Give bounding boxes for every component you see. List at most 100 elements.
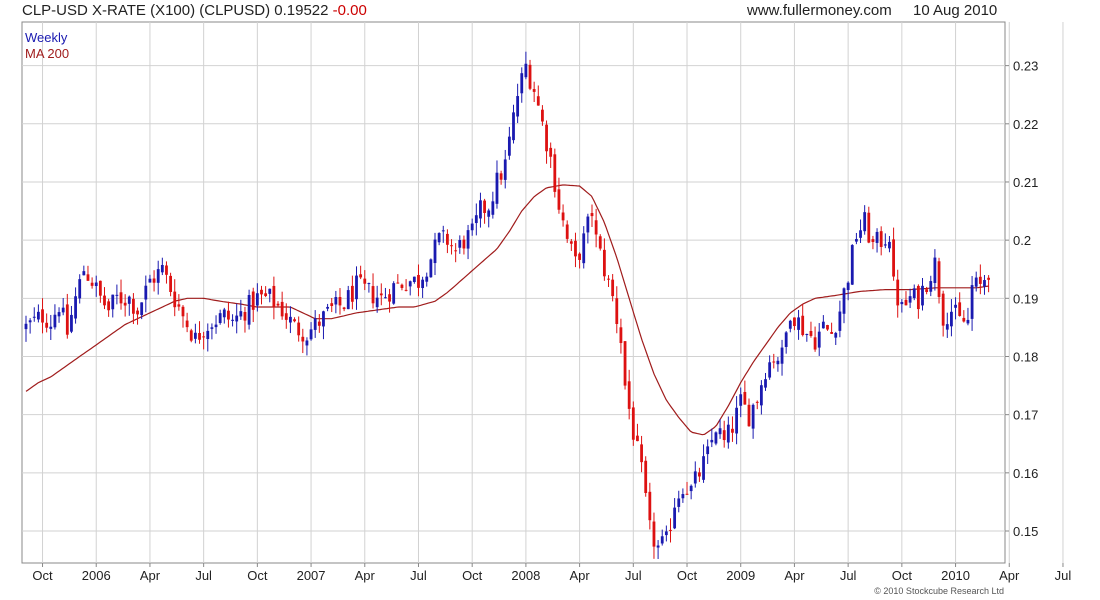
candle-body — [280, 301, 284, 317]
candle — [677, 490, 681, 513]
candle — [669, 518, 672, 543]
candle-body — [103, 295, 106, 306]
candle-body — [846, 282, 850, 291]
x-tick-label: Apr — [140, 568, 161, 583]
candle — [412, 276, 416, 284]
candle — [925, 286, 929, 295]
candle-body — [929, 281, 933, 292]
candle — [966, 307, 970, 326]
candle-body — [640, 444, 643, 463]
candle — [536, 85, 540, 106]
legend: Weekly MA 200 — [25, 30, 69, 61]
candle — [437, 232, 441, 246]
candle — [433, 232, 437, 276]
candle-body — [888, 241, 891, 249]
candle-body — [160, 264, 164, 273]
x-tick-label: Jul — [195, 568, 212, 583]
candle — [32, 307, 36, 322]
candle — [350, 275, 354, 310]
candle — [111, 294, 115, 318]
candle-body — [57, 312, 61, 317]
candle — [528, 59, 532, 91]
y-tick-label: 0.17 — [1013, 408, 1038, 423]
candle-body — [557, 189, 561, 210]
candle-body — [284, 313, 288, 320]
candle — [396, 274, 400, 284]
candle-body — [507, 136, 511, 156]
candle — [388, 288, 391, 313]
candle — [904, 291, 908, 306]
candle — [198, 321, 201, 344]
candle-body — [590, 213, 594, 217]
candle — [450, 239, 453, 255]
candle-body — [474, 215, 478, 224]
candle-body — [322, 311, 325, 327]
candle-body — [454, 250, 458, 252]
candle — [549, 142, 553, 168]
candle-body — [181, 306, 185, 317]
candle — [574, 232, 577, 268]
candle-body — [231, 319, 234, 321]
candle-body — [255, 293, 259, 306]
candle — [185, 312, 189, 333]
candle-body — [896, 279, 900, 306]
candle-body — [933, 257, 937, 283]
candle — [272, 276, 276, 320]
candle-body — [412, 276, 416, 283]
candle-body — [53, 314, 57, 328]
candle-body — [189, 330, 193, 341]
candle-body — [764, 379, 767, 388]
x-tick-label: Apr — [569, 568, 590, 583]
candle-body — [251, 291, 255, 310]
candle-body — [574, 240, 577, 257]
candle — [962, 310, 966, 323]
candle — [400, 283, 404, 291]
candle-body — [883, 244, 887, 246]
candle-body — [330, 303, 334, 306]
candle — [483, 198, 486, 224]
candle — [764, 372, 767, 391]
candle-body — [462, 239, 466, 249]
candle — [545, 120, 548, 164]
candle-body — [921, 285, 924, 306]
candle-body — [801, 315, 805, 336]
candle-body — [945, 324, 949, 330]
candle — [747, 398, 751, 427]
candle-body — [631, 407, 635, 440]
candle — [251, 287, 255, 323]
candle-body — [301, 336, 305, 342]
candle-body — [644, 460, 648, 493]
candle — [586, 213, 590, 244]
candle — [772, 353, 776, 369]
site-link[interactable]: www.fullermoney.com — [747, 2, 892, 19]
candle — [495, 160, 499, 209]
candle-body — [123, 302, 127, 306]
candle-body — [974, 277, 978, 287]
candle-body — [512, 112, 515, 141]
candle-body — [809, 331, 813, 336]
candle — [222, 307, 226, 324]
chart-header: CLP-USD X-RATE (X100) (CLPUSD) 0.19522 -… — [0, 0, 1100, 22]
candle — [235, 303, 239, 334]
candle — [367, 282, 371, 293]
candle-body — [239, 311, 243, 317]
candle-body — [805, 333, 809, 335]
candle — [602, 238, 606, 281]
candle — [826, 324, 829, 331]
candle-body — [602, 249, 606, 277]
y-tick-label: 0.15 — [1013, 524, 1038, 539]
y-tick-label: 0.2 — [1013, 233, 1031, 248]
candle-body — [578, 253, 582, 260]
candle-body — [565, 224, 569, 239]
candle-body — [830, 332, 834, 334]
legend-item-ma200: MA 200 — [25, 46, 69, 61]
candle — [842, 287, 846, 324]
candle — [644, 456, 648, 497]
candle — [227, 301, 230, 328]
candle — [776, 357, 780, 372]
candle — [888, 236, 891, 253]
candle-body — [503, 159, 507, 180]
candle-body — [483, 200, 486, 213]
candle — [255, 283, 259, 312]
candle-body — [966, 319, 970, 324]
